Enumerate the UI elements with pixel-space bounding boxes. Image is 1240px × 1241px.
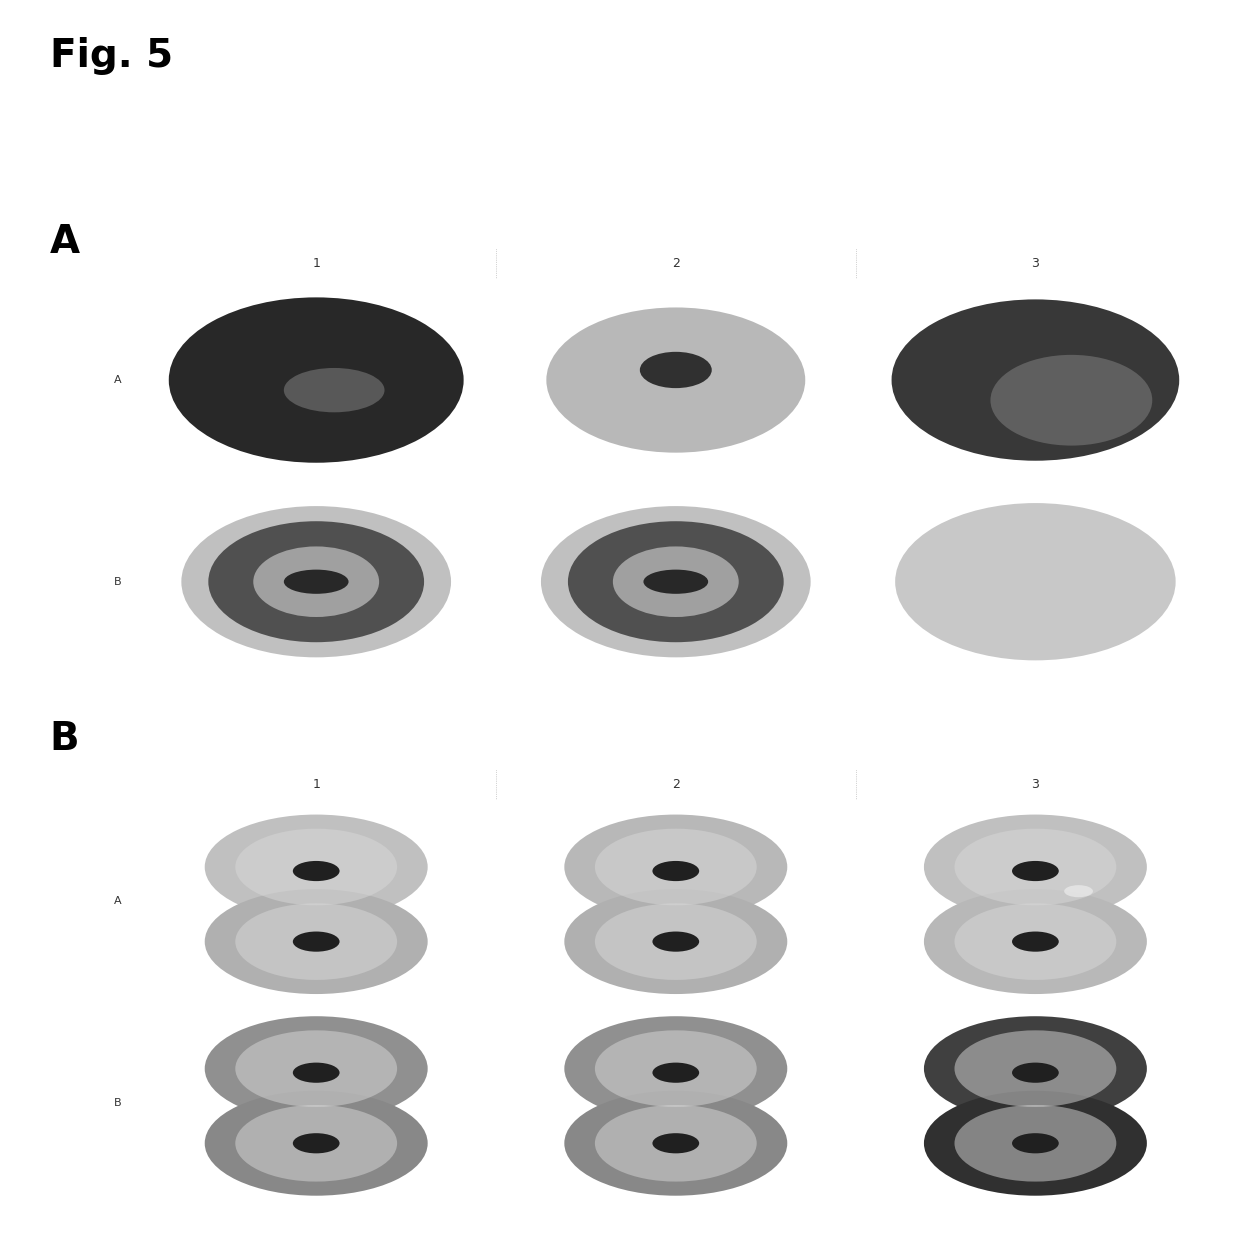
Ellipse shape [169,298,464,463]
Ellipse shape [1012,932,1059,952]
Ellipse shape [564,1016,787,1121]
Ellipse shape [284,570,348,594]
Ellipse shape [644,570,708,594]
Text: B: B [50,720,79,758]
Ellipse shape [892,299,1179,460]
Text: A: A [114,896,122,906]
Text: 2: 2 [672,778,680,792]
Ellipse shape [924,814,1147,920]
Ellipse shape [955,903,1116,980]
Text: 1: 1 [312,257,320,271]
Ellipse shape [564,1091,787,1196]
Ellipse shape [564,814,787,920]
Text: 3: 3 [1032,257,1039,271]
Ellipse shape [293,861,340,881]
Ellipse shape [955,829,1116,906]
Ellipse shape [205,889,428,994]
Ellipse shape [652,861,699,881]
Text: B: B [114,1098,122,1108]
Ellipse shape [1012,1062,1059,1082]
Ellipse shape [205,1091,428,1196]
Ellipse shape [955,1104,1116,1181]
Ellipse shape [284,367,384,412]
Text: 1: 1 [312,778,320,792]
Ellipse shape [253,546,379,617]
Ellipse shape [293,1133,340,1153]
Ellipse shape [595,1030,756,1107]
Ellipse shape [924,889,1147,994]
Ellipse shape [924,1091,1147,1196]
Text: 3: 3 [1032,778,1039,792]
Ellipse shape [181,506,451,658]
Ellipse shape [1064,885,1092,897]
Ellipse shape [564,889,787,994]
Ellipse shape [1012,861,1059,881]
Text: Fig. 5: Fig. 5 [50,37,172,76]
Ellipse shape [991,355,1152,446]
Ellipse shape [924,1016,1147,1121]
Ellipse shape [595,1104,756,1181]
Ellipse shape [208,521,424,643]
Ellipse shape [293,1062,340,1082]
Ellipse shape [1012,1133,1059,1153]
Ellipse shape [652,932,699,952]
Ellipse shape [236,829,397,906]
Ellipse shape [236,903,397,980]
Ellipse shape [895,503,1176,660]
Text: B: B [114,577,122,587]
Ellipse shape [955,1030,1116,1107]
Ellipse shape [236,1104,397,1181]
Ellipse shape [595,903,756,980]
Ellipse shape [236,1030,397,1107]
Ellipse shape [613,546,739,617]
Ellipse shape [568,521,784,643]
Ellipse shape [547,308,805,453]
Text: 2: 2 [672,257,680,271]
Ellipse shape [652,1062,699,1082]
Ellipse shape [205,814,428,920]
Ellipse shape [205,1016,428,1121]
Ellipse shape [652,1133,699,1153]
Ellipse shape [541,506,811,658]
Text: A: A [50,223,79,262]
Text: A: A [114,375,122,385]
Ellipse shape [640,352,712,388]
Ellipse shape [595,829,756,906]
Ellipse shape [293,932,340,952]
